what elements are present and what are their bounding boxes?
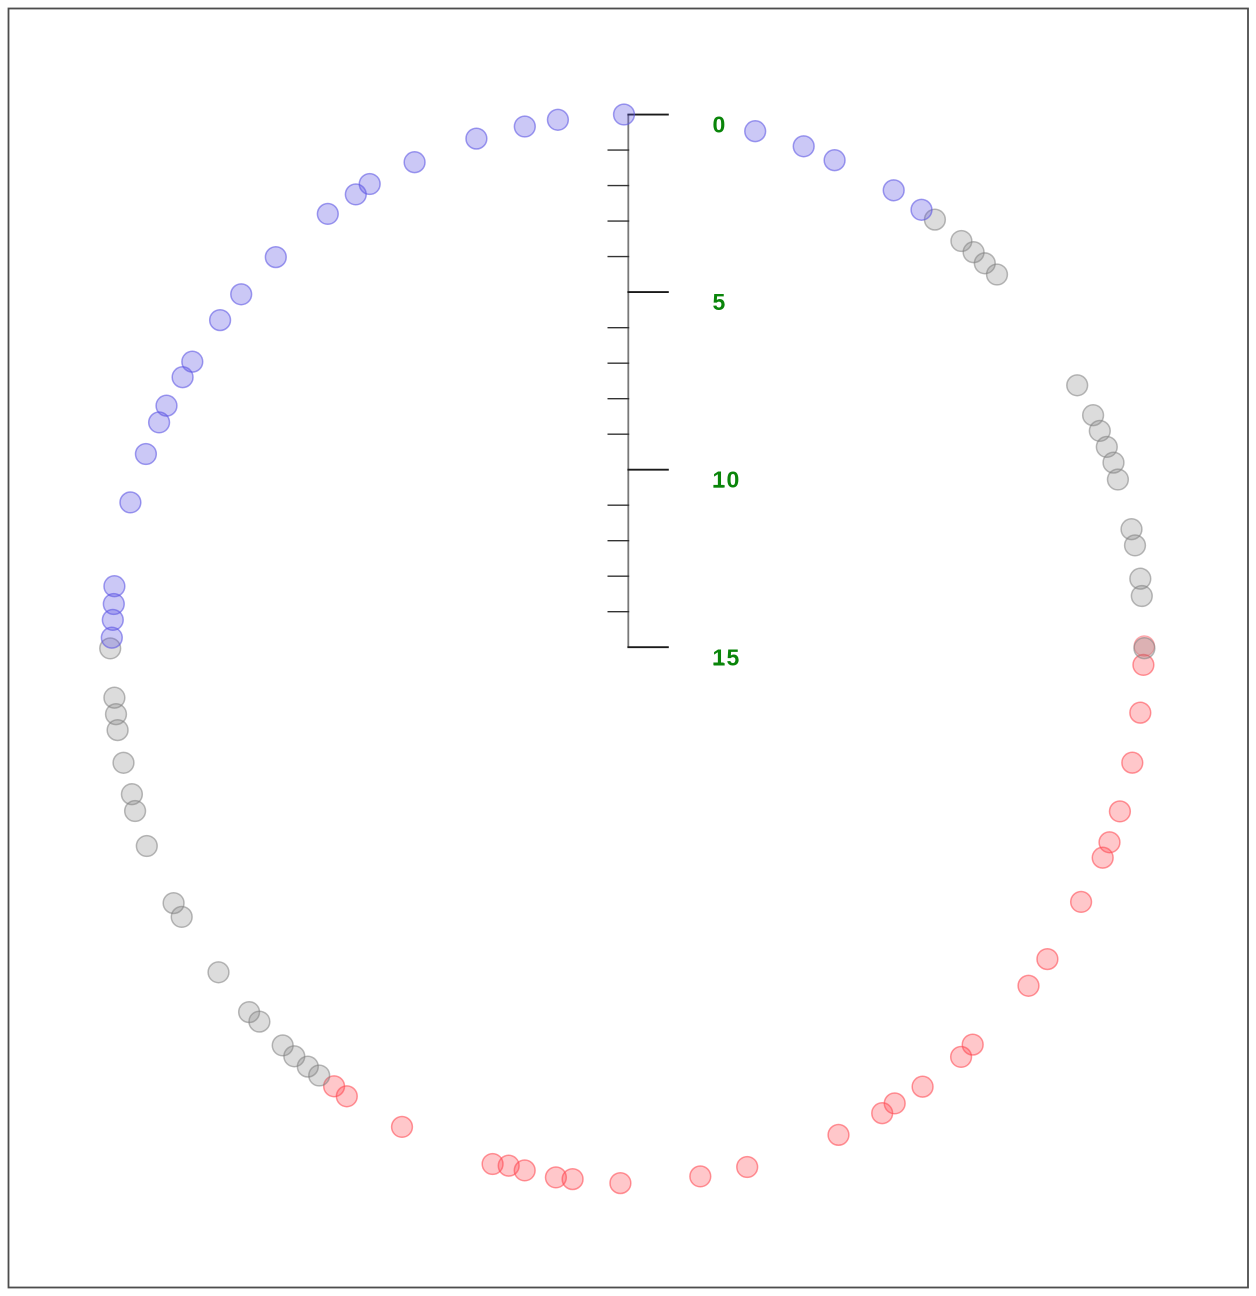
svg-text:0: 0 <box>713 112 727 138</box>
svg-text:5: 5 <box>713 289 727 315</box>
svg-text:15: 15 <box>713 644 741 670</box>
svg-text:10: 10 <box>713 467 741 493</box>
